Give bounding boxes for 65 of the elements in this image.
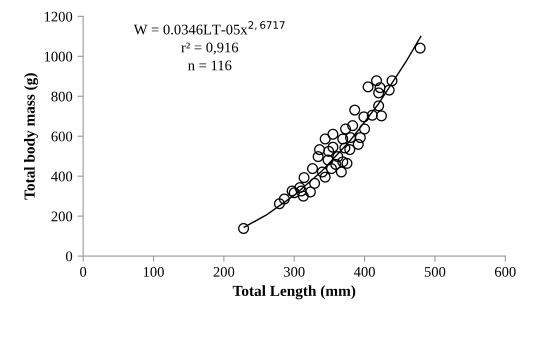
point <box>326 163 337 174</box>
annotation: W = 0.0346LT-05x$^{2,6717}$ <box>134 21 285 35</box>
point <box>352 138 364 150</box>
y-tick-label: 1200 <box>44 12 72 22</box>
point <box>373 87 384 98</box>
annotation: n = 116 <box>188 60 232 70</box>
point <box>373 100 384 112</box>
x-tick-label: 200 <box>214 266 234 277</box>
point <box>298 190 309 202</box>
point <box>371 75 382 86</box>
point <box>278 193 290 204</box>
point <box>345 132 356 144</box>
point <box>274 198 285 210</box>
annotation: r² = 0,916 <box>181 42 238 54</box>
y-tick-label: 800 <box>51 92 72 102</box>
point <box>307 163 318 174</box>
y-axis-title: Total body mass (g) <box>24 73 38 200</box>
point <box>323 146 334 157</box>
x-tick-label: 100 <box>144 266 164 277</box>
y-tick-label: 400 <box>51 172 72 182</box>
point <box>337 134 348 145</box>
point <box>330 158 342 170</box>
point <box>366 110 378 121</box>
point <box>374 82 386 94</box>
point <box>294 182 306 194</box>
point <box>312 151 324 162</box>
point <box>339 142 350 154</box>
x-axis-title: Total Length (mm) <box>232 285 356 300</box>
y-tick-label: 1000 <box>44 52 72 62</box>
y-tick-label: 600 <box>51 132 72 142</box>
point <box>238 223 250 234</box>
point <box>320 172 331 183</box>
x-tick-label: 0 <box>80 266 86 277</box>
point <box>376 110 387 122</box>
point <box>344 144 356 156</box>
point <box>298 172 310 184</box>
point <box>309 178 320 189</box>
point <box>362 81 374 92</box>
point <box>304 186 316 198</box>
point <box>347 120 358 132</box>
x-tick-label: 500 <box>424 266 446 277</box>
y-tick-label: 0 <box>66 251 72 262</box>
point <box>296 185 307 196</box>
point <box>386 75 398 86</box>
point <box>340 124 352 135</box>
x-tick-label: 600 <box>494 266 516 277</box>
point <box>320 134 331 145</box>
x-tick-label: 400 <box>354 266 375 277</box>
point <box>359 124 370 135</box>
point <box>322 154 334 166</box>
x-tick-label: 300 <box>284 266 305 277</box>
point <box>327 142 338 153</box>
point <box>314 144 326 156</box>
point <box>336 166 347 178</box>
point <box>358 111 370 122</box>
point <box>414 42 426 54</box>
point <box>332 151 344 162</box>
point <box>337 156 348 168</box>
point <box>349 104 360 116</box>
point <box>327 128 338 140</box>
point <box>341 158 352 169</box>
point <box>384 84 395 96</box>
y-tick-label: 200 <box>51 212 72 222</box>
point <box>354 132 366 144</box>
point <box>316 166 328 178</box>
